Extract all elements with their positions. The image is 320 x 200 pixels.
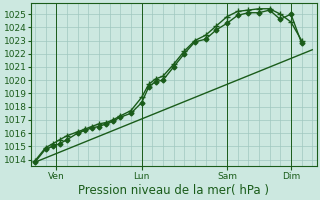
- X-axis label: Pression niveau de la mer( hPa ): Pression niveau de la mer( hPa ): [78, 184, 269, 197]
